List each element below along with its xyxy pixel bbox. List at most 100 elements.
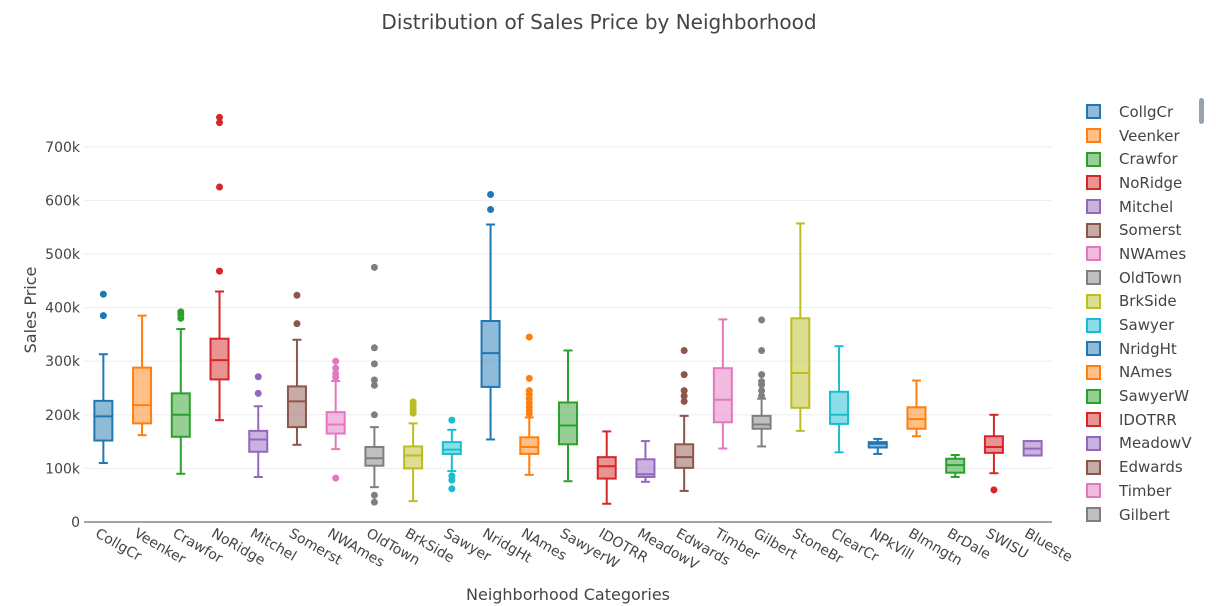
box-iqr bbox=[751, 414, 772, 430]
legend-item-oldtown[interactable]: OldTown bbox=[1086, 266, 1206, 290]
outlier-point bbox=[758, 392, 766, 400]
box-timber bbox=[712, 318, 733, 450]
legend[interactable]: CollgCr Veenker Crawfor NoRidge Mitchel Somer… bbox=[1086, 100, 1206, 530]
outlier-point bbox=[758, 387, 766, 395]
box-noridge bbox=[209, 113, 230, 422]
box-crawfor bbox=[170, 308, 191, 475]
legend-item-edwards[interactable]: Edwards bbox=[1086, 455, 1206, 479]
outlier-point bbox=[448, 472, 456, 480]
box-idotrr bbox=[596, 430, 617, 505]
box-iqr bbox=[983, 435, 1004, 454]
legend-item-nridght[interactable]: NridgHt bbox=[1086, 337, 1206, 361]
legend-item-meadowv[interactable]: MeadowV bbox=[1086, 432, 1206, 456]
legend-label: Crawfor bbox=[1119, 150, 1178, 169]
outlier-point bbox=[680, 346, 688, 354]
legend-label: NAmes bbox=[1119, 363, 1173, 382]
box-collgcr bbox=[93, 290, 114, 465]
box-iqr bbox=[906, 406, 927, 430]
box-sawyer bbox=[441, 416, 462, 493]
legend-label: Veenker bbox=[1119, 126, 1180, 145]
legend-item-mitchel[interactable]: Mitchel bbox=[1086, 195, 1206, 219]
outlier-point bbox=[332, 474, 340, 482]
box-iqr bbox=[829, 390, 850, 425]
legend-item-somerst[interactable]: Somerst bbox=[1086, 218, 1206, 242]
legend-label: MeadowV bbox=[1119, 434, 1192, 453]
outlier-point bbox=[216, 267, 224, 275]
legend-label: BrkSide bbox=[1119, 292, 1177, 311]
outlier-point bbox=[370, 491, 378, 499]
box-blmngtn bbox=[906, 379, 927, 438]
outlier-point bbox=[370, 411, 378, 419]
outlier-point bbox=[216, 183, 224, 191]
legend-item-gilbert[interactable]: Gilbert bbox=[1086, 503, 1206, 527]
legend-swatch bbox=[1086, 507, 1101, 523]
x-tick-label: Gilbert bbox=[751, 526, 800, 564]
outlier-point bbox=[216, 119, 224, 127]
box-sawyerw bbox=[558, 349, 578, 483]
box-meadowv bbox=[635, 440, 656, 483]
box-oldtown bbox=[364, 263, 385, 506]
box-iqr bbox=[674, 443, 695, 469]
box-iqr bbox=[132, 366, 153, 425]
legend-item-names[interactable]: NAmes bbox=[1086, 361, 1206, 385]
legend-swatch bbox=[1086, 128, 1101, 144]
outlier-point bbox=[370, 498, 378, 506]
legend-swatch bbox=[1086, 151, 1101, 167]
legend-swatch bbox=[1086, 341, 1101, 357]
outlier-point bbox=[990, 486, 998, 494]
legend-item-noridge[interactable]: NoRidge bbox=[1086, 171, 1206, 195]
x-axis: CollgCrVeenkerCrawforNoRidgeMitchelSomer… bbox=[92, 525, 1075, 573]
outlier-point bbox=[758, 378, 766, 386]
outlier-point bbox=[758, 371, 766, 379]
box-iqr bbox=[790, 317, 811, 409]
outlier-point bbox=[370, 381, 378, 389]
outlier-point bbox=[254, 389, 262, 397]
legend-swatch bbox=[1086, 317, 1101, 333]
y-tick-label: 400k bbox=[45, 301, 81, 317]
box-somerst bbox=[286, 291, 307, 446]
legend-swatch bbox=[1086, 222, 1101, 238]
legend-item-crawfor[interactable]: Crawfor bbox=[1086, 147, 1206, 171]
chart-title: Distribution of Sales Price by Neighborh… bbox=[381, 10, 817, 34]
box-iqr bbox=[364, 445, 385, 467]
legend-item-sawyer[interactable]: Sawyer bbox=[1086, 313, 1206, 337]
legend-label: IDOTRR bbox=[1119, 410, 1177, 429]
x-tick-label: Blueste bbox=[1022, 526, 1075, 566]
legend-item-sawyerw[interactable]: SawyerW bbox=[1086, 384, 1206, 408]
box-iqr bbox=[93, 399, 114, 442]
legend-label: OldTown bbox=[1119, 268, 1183, 287]
legend-swatch bbox=[1086, 412, 1101, 428]
legend-swatch bbox=[1086, 483, 1101, 499]
box-names bbox=[519, 333, 540, 476]
legend-swatch bbox=[1086, 175, 1101, 191]
box-iqr bbox=[209, 337, 230, 381]
legend-item-veenker[interactable]: Veenker bbox=[1086, 124, 1206, 148]
legend-label: Mitchel bbox=[1119, 197, 1174, 216]
legend-item-nwames[interactable]: NWAmes bbox=[1086, 242, 1206, 266]
outlier-point bbox=[448, 485, 456, 493]
box-iqr bbox=[712, 367, 733, 424]
legend-item-brkside[interactable]: BrkSide bbox=[1086, 290, 1206, 314]
box-iqr bbox=[635, 458, 656, 478]
legend-item-idotrr[interactable]: IDOTRR bbox=[1086, 408, 1206, 432]
outlier-point bbox=[680, 371, 688, 379]
legend-swatch bbox=[1086, 459, 1101, 475]
y-axis: 0 100k 200k 300k 400k 500k 600k 700k bbox=[45, 140, 81, 531]
outlier-point bbox=[216, 113, 224, 121]
legend-scrollbar[interactable] bbox=[1199, 98, 1204, 124]
outlier-point bbox=[293, 291, 301, 299]
box-iqr bbox=[286, 385, 307, 429]
box-iqr bbox=[519, 436, 540, 455]
outlier-point bbox=[99, 312, 107, 320]
legend-item-timber[interactable]: Timber bbox=[1086, 479, 1206, 503]
outlier-point bbox=[370, 376, 378, 384]
y-tick-label: 100k bbox=[45, 461, 81, 477]
box-mitchel bbox=[248, 373, 269, 478]
outlier-point bbox=[370, 344, 378, 352]
legend-label: NWAmes bbox=[1119, 244, 1187, 263]
outlier-point bbox=[758, 316, 766, 324]
box-blueste bbox=[1022, 440, 1043, 457]
box-stonebr bbox=[790, 222, 811, 432]
legend-item-collgcr[interactable]: CollgCr bbox=[1086, 100, 1206, 124]
legend-swatch bbox=[1086, 199, 1101, 215]
